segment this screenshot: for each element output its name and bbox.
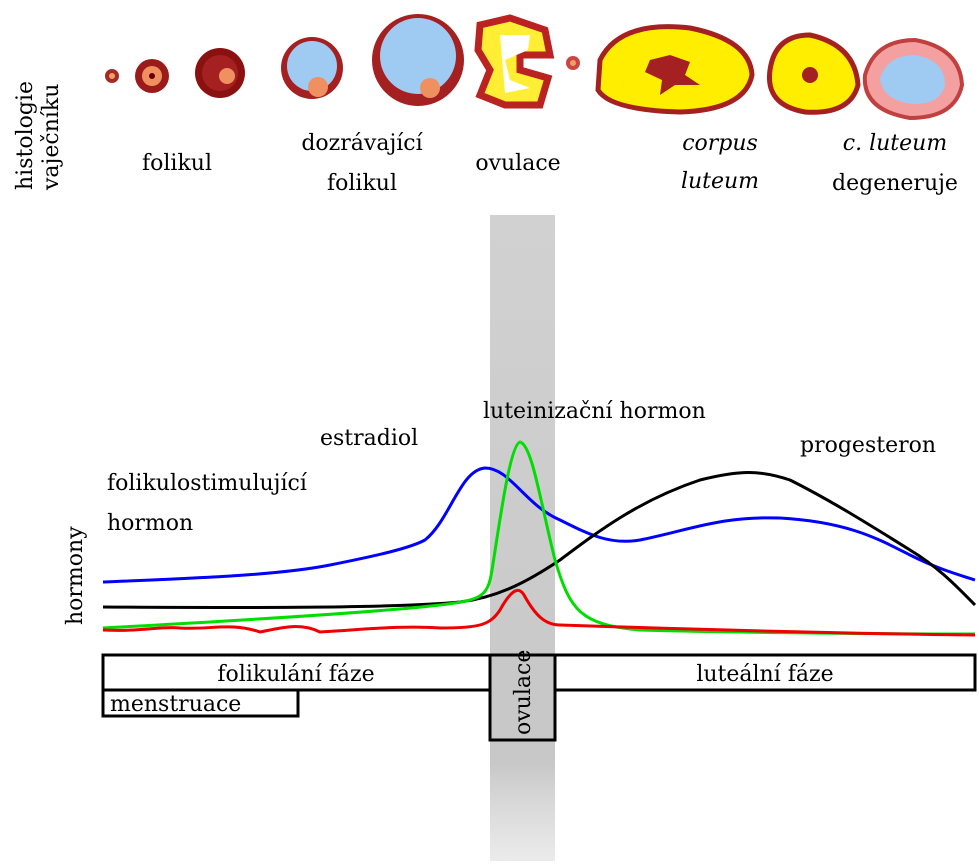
hormone-label: luteinizační hormon [483,399,706,424]
phase-label: menstruace [110,692,241,717]
stage-label: folikul [142,151,212,176]
stage-label: c. luteum [843,131,947,156]
hormone-label: estradiol [320,426,418,451]
hormone-label: hormon [107,511,193,536]
ovulation-band [490,215,555,861]
stage-label: folikul [327,171,397,196]
stage-label: ovulace [475,151,560,176]
phase-label: luteální fáze [696,662,833,687]
stage-label: dozrávající [301,131,423,156]
ovary-histology [105,14,965,121]
hormone-label: progesteron [800,433,936,458]
phase-label: folikulání fáze [217,662,374,687]
header-label: histologie [13,81,38,190]
phase-box [488,653,557,742]
phase-label: ovulace [511,650,536,735]
stage-label: corpus [682,131,758,156]
hormone-curves [102,440,977,637]
axis-label: hormony [63,526,88,625]
stage-label: luteum [681,169,759,194]
hormone-label: folikulostimulující [107,471,308,496]
header-label: vaječníku [39,84,64,191]
stage-label: degeneruje [832,171,958,196]
phase-box [101,688,300,718]
